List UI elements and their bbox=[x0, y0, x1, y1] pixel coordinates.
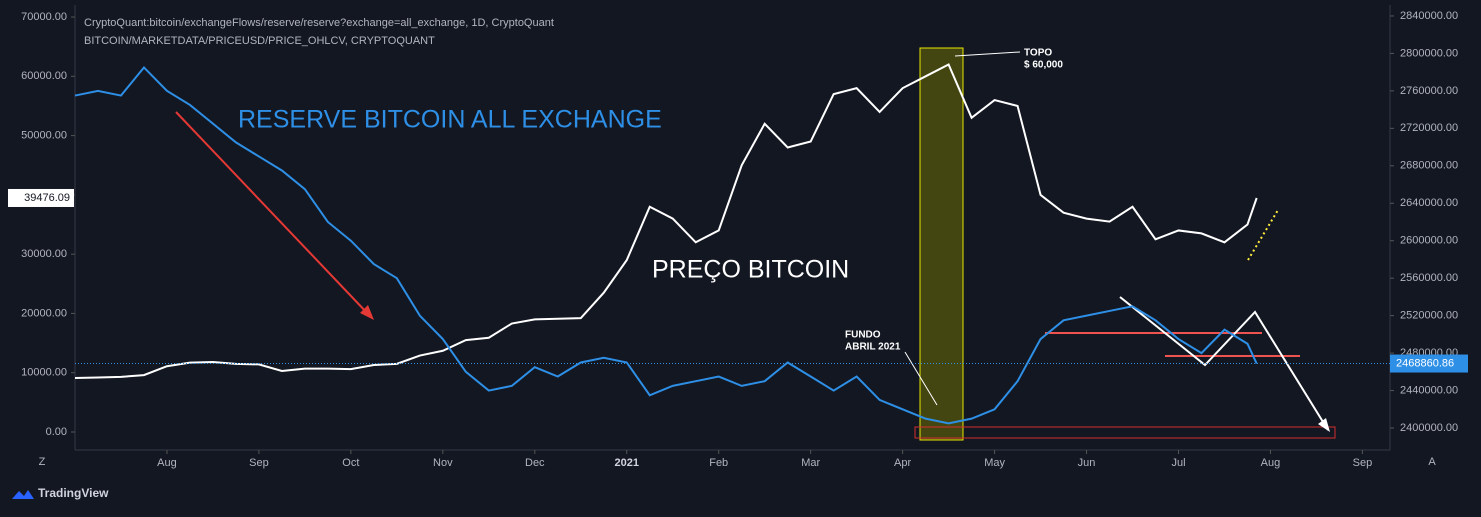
header: CryptoQuant:bitcoin/exchangeFlows/reserv… bbox=[84, 17, 554, 29]
last-value-label: 2468860.86 bbox=[1396, 357, 1454, 369]
annotation: TOPO bbox=[1024, 48, 1052, 59]
callout bbox=[954, 51, 1021, 57]
y2-tick-label: 2600000.00 bbox=[1400, 235, 1458, 247]
brand: TradingView bbox=[38, 486, 109, 500]
y-tick-label: 60000.00 bbox=[21, 70, 67, 82]
x-tick-label: Dec bbox=[525, 457, 545, 469]
annotation: PREÇO BITCOIN bbox=[652, 256, 849, 284]
arrow-head bbox=[360, 305, 374, 320]
x-tick-label: Sep bbox=[1353, 457, 1373, 469]
series-line bbox=[74, 63, 1258, 380]
x-tick-label: Feb bbox=[709, 457, 728, 469]
highlight-box bbox=[919, 47, 964, 441]
annotation: RESERVE BITCOIN ALL EXCHANGE bbox=[238, 106, 662, 134]
y2-tick-label: 2440000.00 bbox=[1400, 384, 1458, 396]
last-value-tag bbox=[1390, 354, 1468, 373]
callout bbox=[904, 351, 938, 406]
y-tick-label: 70000.00 bbox=[21, 11, 67, 23]
projection-head bbox=[1318, 418, 1330, 432]
y2-tick-label: 2720000.00 bbox=[1400, 122, 1458, 134]
arrow bbox=[175, 111, 371, 317]
y2-tick-label: 2400000.00 bbox=[1400, 422, 1458, 434]
y2-tick-label: 2680000.00 bbox=[1400, 160, 1458, 172]
x-tick-label: Mar bbox=[801, 457, 820, 469]
y-tick-label: 30000.00 bbox=[21, 248, 67, 260]
x-tick-label: 2021 bbox=[615, 457, 639, 469]
x-tick-label: Jun bbox=[1078, 457, 1096, 469]
y2-tick-label: 2840000.00 bbox=[1400, 10, 1458, 22]
y2-tick-label: 2520000.00 bbox=[1400, 310, 1458, 322]
y-tick-label: 20000.00 bbox=[21, 307, 67, 319]
annotation: ABRIL 2021 bbox=[845, 342, 901, 353]
x-tick-label: Oct bbox=[342, 457, 359, 469]
x-tick-label: Apr bbox=[894, 457, 911, 469]
y-tick-label: 50000.00 bbox=[21, 130, 67, 142]
corner-button[interactable]: A bbox=[1428, 456, 1436, 468]
projection bbox=[1119, 296, 1329, 431]
y-tick-label: 10000.00 bbox=[21, 367, 67, 379]
header: BITCOIN/MARKETDATA/PRICEUSD/PRICE_OHLCV,… bbox=[84, 35, 435, 47]
x-tick-label: Aug bbox=[157, 457, 177, 469]
series-line bbox=[74, 65, 1258, 425]
y-tick-label: 0.00 bbox=[46, 426, 67, 438]
last-value-tag bbox=[8, 188, 74, 207]
y2-tick-label: 2800000.00 bbox=[1400, 47, 1458, 59]
bottom-box bbox=[914, 426, 1336, 439]
x-tick-label: Nov bbox=[433, 457, 453, 469]
logo bbox=[12, 490, 34, 499]
y2-tick-label: 2560000.00 bbox=[1400, 272, 1458, 284]
x-tick-label: Sep bbox=[249, 457, 269, 469]
y2-tick-label: 2640000.00 bbox=[1400, 197, 1458, 209]
y2-tick-label: 2760000.00 bbox=[1400, 85, 1458, 97]
x-tick-label: May bbox=[984, 457, 1005, 469]
annotation: FUNDO bbox=[845, 330, 881, 341]
last-value-label: 39476.09 bbox=[24, 192, 70, 204]
x-tick-label: Aug bbox=[1261, 457, 1281, 469]
corner-button[interactable]: Z bbox=[39, 456, 46, 468]
x-tick-label: Jul bbox=[1171, 457, 1185, 469]
annotation: $ 60,000 bbox=[1024, 60, 1063, 71]
